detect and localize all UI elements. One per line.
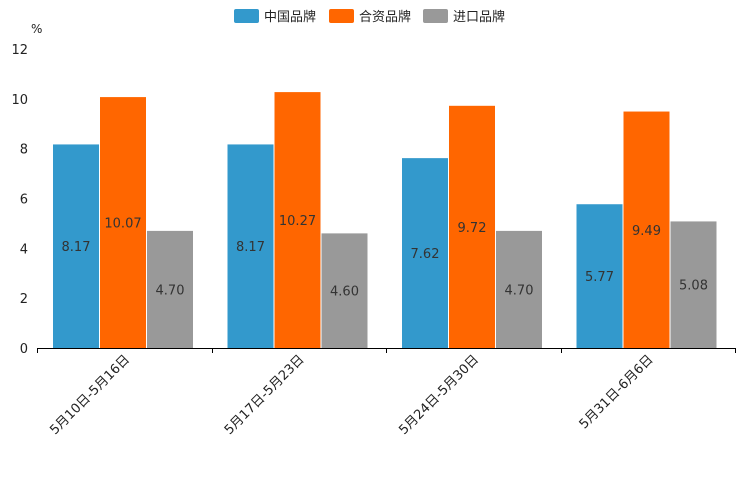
bar-value-label-3-3: 4.70 [505,283,534,298]
bar-2-1 [227,144,274,348]
legend-swatch-2 [329,9,354,23]
bar-value-label-2-2: 10.27 [279,214,316,229]
bar-3-2 [449,105,495,348]
bar-value-label-1-1: 8.17 [62,240,91,255]
legend-label-3: 进口品牌 [453,9,505,25]
y-axis-unit-label: % [31,22,42,36]
bar-1-3 [147,230,193,348]
bar-3-3 [496,230,542,348]
bar-value-label-3-1: 7.62 [411,247,440,262]
y-tick-label-8: 8 [20,143,28,158]
x-category-label-2: 5月17日-5月23日 [222,352,308,438]
bar-value-label-2-3: 4.60 [330,285,359,300]
y-tick-label-0: 0 [20,342,28,357]
bar-3-1 [402,158,448,348]
bar-value-label-3-2: 9.72 [458,221,487,236]
y-axis: 0 2 4 6 8 10 12 [11,43,28,357]
x-category-label-4: 5月31日-6月6日 [577,352,657,432]
bar-2-2 [274,92,321,348]
bar-4-1 [576,204,623,348]
bar-value-label-1-2: 10.07 [104,217,141,232]
bar-value-label-4-2: 9.49 [632,224,661,239]
legend-swatch-3 [423,9,448,23]
legend-label-2: 合资品牌 [359,9,411,25]
bar-1-1 [53,144,99,348]
bar-4-3 [670,221,717,348]
y-tick-label-2: 2 [20,292,28,307]
x-category-label-3: 5月24日-5月30日 [396,352,482,438]
bar-value-label-4-3: 5.08 [679,279,708,294]
legend: 中国品牌 合资品牌 进口品牌 [234,9,505,25]
legend-swatch-1 [234,9,259,23]
y-tick-label-10: 10 [11,93,28,108]
bar-value-label-4-1: 5.77 [585,270,614,285]
y-tick-label-4: 4 [20,242,28,257]
bar-4-2 [623,111,670,348]
y-tick-label-12: 12 [11,43,28,58]
bar-1-2 [100,97,146,348]
x-axis: 5月10日-5月16日 5月17日-5月23日 5月24日-5月30日 5月31日-6… [37,348,736,438]
y-tick-label-6: 6 [20,193,28,208]
bar-value-label-2-1: 8.17 [236,240,265,255]
bars: 8.17 10.07 4.70 8.17 10.27 4.60 7.62 9.72 4.70 5.… [53,92,717,348]
legend-label-1: 中国品牌 [264,9,316,25]
bar-value-label-1-3: 4.70 [156,283,185,298]
x-category-label-1: 5月10日-5月16日 [47,352,133,438]
bar-2-3 [321,233,368,348]
